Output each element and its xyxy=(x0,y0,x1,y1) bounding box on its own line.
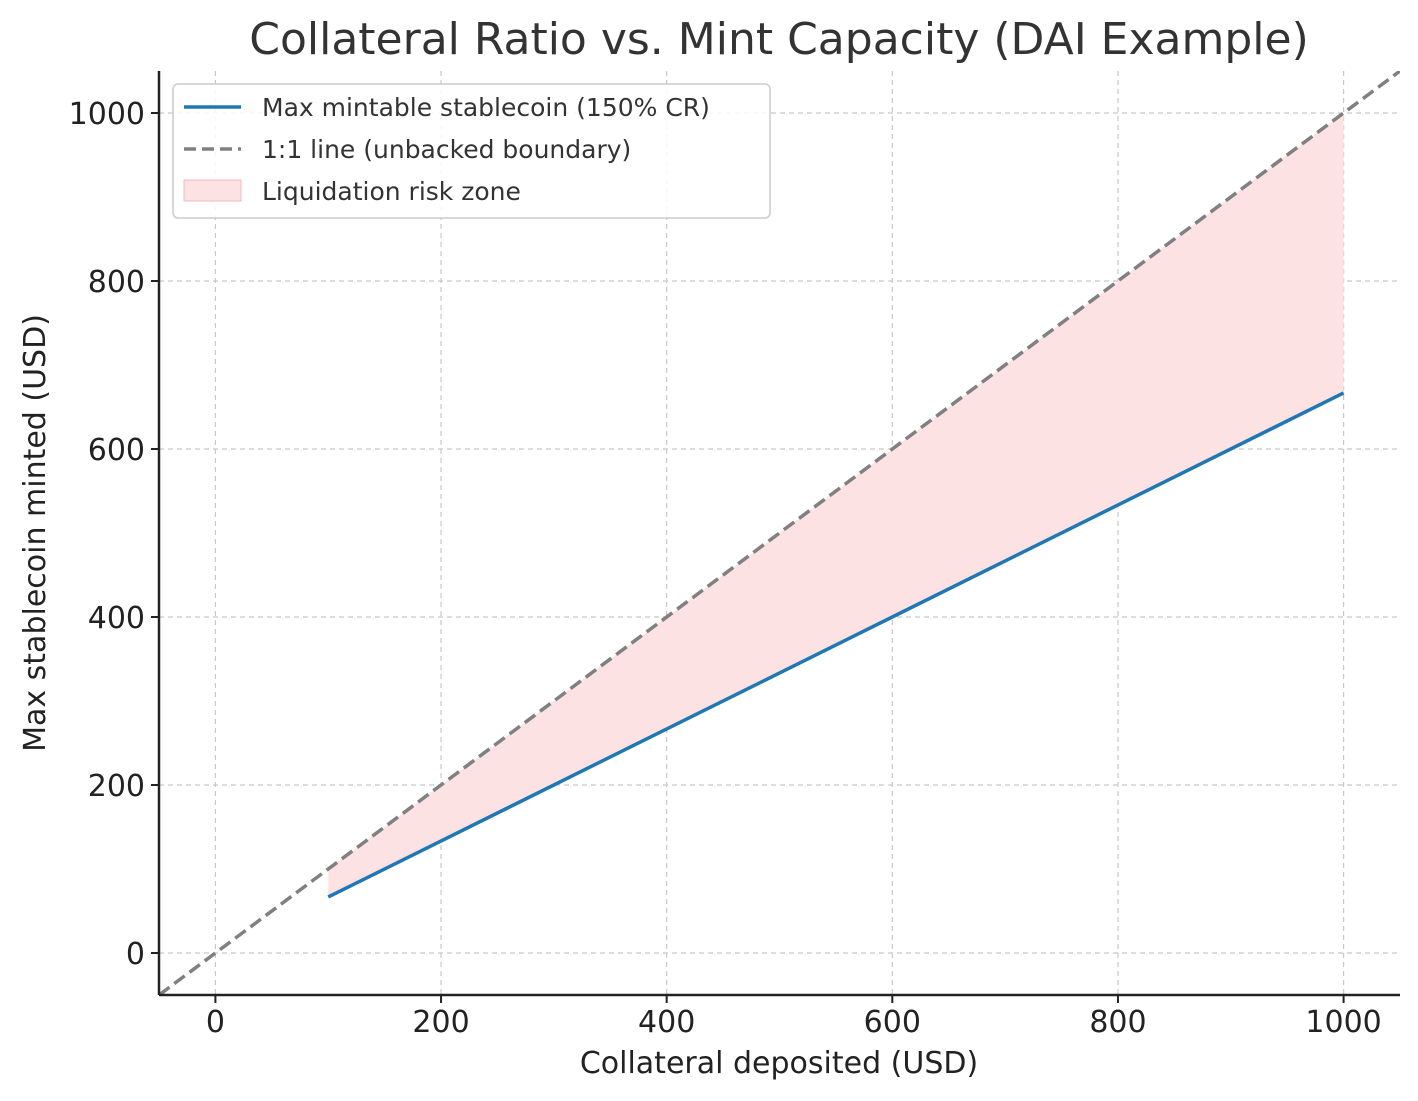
legend-label-one-to-one: 1:1 line (unbacked boundary) xyxy=(262,135,631,164)
legend-swatch-risk-zone xyxy=(183,179,242,202)
max-mintable-line xyxy=(327,391,1345,899)
y-tick-label: 1000 xyxy=(69,97,145,132)
legend-label-risk-zone: Liquidation risk zone xyxy=(262,177,521,206)
x-axis-label: Collateral deposited (USD) xyxy=(580,1046,978,1081)
x-tick-label: 1000 xyxy=(1305,1005,1381,1040)
legend-frame xyxy=(172,83,771,219)
axes xyxy=(157,71,1400,997)
x-tick-label: 400 xyxy=(638,1005,695,1040)
y-tick-label: 200 xyxy=(88,769,145,804)
chart-title: Collateral Ratio vs. Mint Capacity (DAI … xyxy=(249,14,1309,65)
y-tick-label: 400 xyxy=(88,601,145,636)
x-tick-label: 800 xyxy=(1089,1005,1146,1040)
x-tick-label: 0 xyxy=(206,1005,225,1040)
y-tick-label: 600 xyxy=(88,433,145,468)
liquidation-risk-zone xyxy=(328,113,1344,897)
y-axis-label: Max stablecoin minted (USD) xyxy=(18,314,53,752)
legend-label-max-mintable: Max mintable stablecoin (150% CR) xyxy=(262,93,710,122)
legend: Max mintable stablecoin (150% CR) 1:1 li… xyxy=(172,83,771,219)
x-tick-label: 200 xyxy=(412,1005,469,1040)
ticks: 0 200 400 600 800 1000 0 200 400 600 800 1000 xyxy=(69,97,1382,1040)
y-tick-label: 0 xyxy=(126,937,145,972)
x-tick-label: 600 xyxy=(864,1005,921,1040)
one-to-one-line xyxy=(159,71,1400,995)
y-tick-label: 800 xyxy=(88,265,145,300)
